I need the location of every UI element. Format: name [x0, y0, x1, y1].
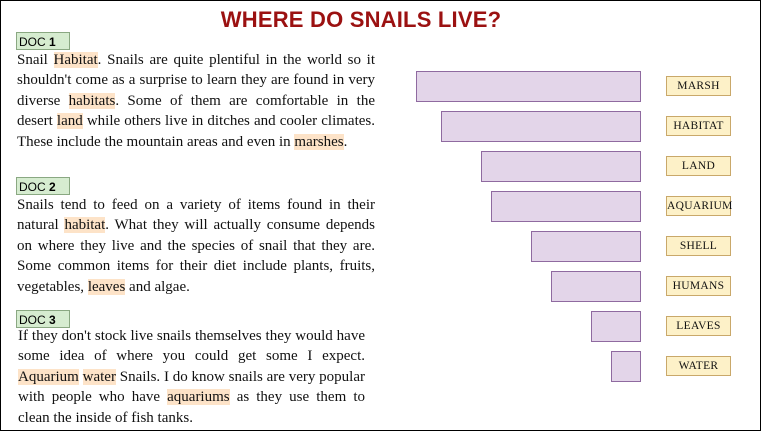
doc-text-segment: If they don't stock live snails themselv… — [18, 328, 365, 364]
highlighted-keyword: Aquarium — [18, 369, 79, 385]
highlighted-keyword: leaves — [88, 279, 125, 295]
weight-bar-leaves — [591, 311, 641, 342]
weight-bar-marsh — [416, 71, 641, 102]
doc-2-label: DOC 2 — [16, 177, 70, 195]
highlighted-keyword: habitat — [64, 217, 105, 233]
doc-2-text: Snails tend to feed on a variety of item… — [17, 195, 375, 297]
doc-1-text: Snail Habitat. Snails are quite plentifu… — [17, 50, 375, 152]
weight-bar-humans — [551, 271, 641, 302]
page-title: WHERE DO SNAILS LIVE? — [1, 7, 721, 33]
weight-bar-shell — [531, 231, 641, 262]
keyword-label-aquarium: AQUARIUM — [666, 196, 731, 216]
keyword-label-habitat: HABITAT — [666, 116, 731, 136]
doc-1-label: DOC 1 — [16, 32, 70, 50]
highlighted-keyword: Habitat — [54, 52, 98, 68]
keyword-label-marsh: MARSH — [666, 76, 731, 96]
doc-3-text: If they don't stock live snails themselv… — [18, 326, 365, 428]
keyword-label-humans: HUMANS — [666, 276, 731, 296]
keyword-label-land: LAND — [666, 156, 731, 176]
highlighted-keyword: habitats — [69, 93, 116, 109]
weight-bar-water — [611, 351, 641, 382]
doc-text-segment: Snail — [17, 52, 54, 68]
doc-text-segment: . — [344, 134, 348, 150]
keyword-label-leaves: LEAVES — [666, 316, 731, 336]
highlighted-keyword: aquariums — [167, 389, 229, 405]
doc-text-segment: and algae. — [125, 279, 190, 295]
highlighted-keyword: land — [57, 113, 83, 129]
highlighted-keyword: marshes — [294, 134, 343, 150]
keyword-label-shell: SHELL — [666, 236, 731, 256]
keyword-label-water: WATER — [666, 356, 731, 376]
weight-bar-habitat — [441, 111, 641, 142]
weight-bar-aquarium — [491, 191, 641, 222]
weight-bar-land — [481, 151, 641, 182]
highlighted-keyword: water — [83, 369, 116, 385]
